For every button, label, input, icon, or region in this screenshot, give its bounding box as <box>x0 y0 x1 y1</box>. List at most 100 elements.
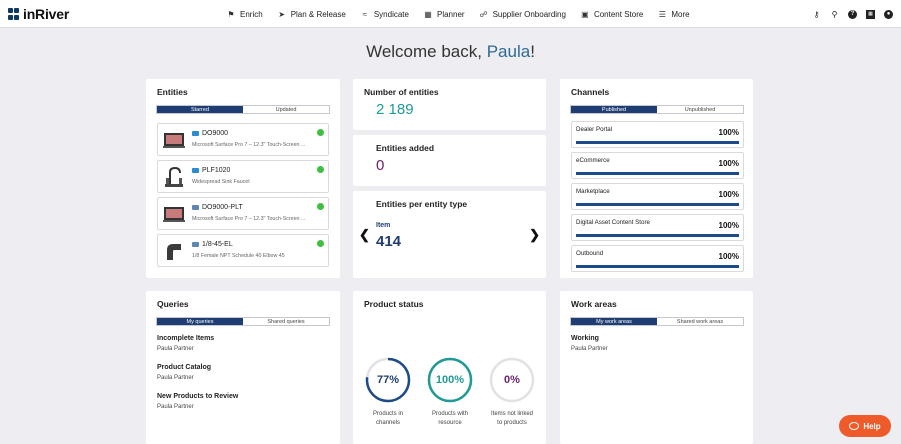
channel-progress-fill <box>576 265 739 268</box>
chat-bubble-icon <box>849 422 860 430</box>
channel-percent: 100% <box>718 252 739 261</box>
paper-plane-icon: ➤ <box>278 9 286 19</box>
card-title: Product status <box>364 299 424 309</box>
query-name[interactable]: Incomplete Items <box>157 335 215 342</box>
laptop-thumbnail <box>163 207 185 222</box>
tab-published[interactable]: Published <box>571 106 657 113</box>
channel-item[interactable]: Dealer Portal 100% <box>571 121 744 148</box>
card-title: Entities added <box>376 143 435 153</box>
channel-percent: 100% <box>718 221 739 230</box>
channels-tab-toggle: Published Unpublished <box>570 105 744 114</box>
ring-label-line2: resource <box>438 420 462 426</box>
status-dot <box>317 240 324 247</box>
entity-item[interactable]: DO9000-PLT Microsoft Surface Pro 7 – 12.… <box>157 197 329 230</box>
pipe-elbow-thumbnail <box>167 244 181 260</box>
nav-plan-release[interactable]: ➤ Plan & Release <box>277 10 346 19</box>
grid-icon[interactable]: ▦ <box>866 9 875 19</box>
channel-percent: 100% <box>718 159 739 168</box>
channel-progress-fill <box>576 203 739 206</box>
entity-id-text: DO9000-PLT <box>202 204 243 211</box>
entity-id: PLF1020 <box>192 167 230 174</box>
channel-progress-bar <box>576 203 739 206</box>
entity-description: Microsoft Surface Pro 7 – 12.3" Touch-Sc… <box>192 216 306 222</box>
help-circle-icon[interactable]: ? <box>848 9 857 19</box>
nav-syndicate[interactable]: ≈ Syndicate <box>360 10 409 19</box>
nav-label: More <box>671 9 690 19</box>
card-title: Number of entities <box>364 87 439 97</box>
ring-value: 100% <box>435 374 465 386</box>
logo[interactable]: inRiver <box>8 6 69 22</box>
work-areas-tab-toggle: My work areas Shared work areas <box>570 317 744 326</box>
nav-content-store[interactable]: ▣ Content Store <box>580 10 643 19</box>
bookmark-icon: ⚑ <box>227 9 235 19</box>
channel-progress-fill <box>576 172 739 175</box>
channel-name: Digital Asset Content Store <box>576 219 650 226</box>
entity-item[interactable]: DO9000 Microsoft Surface Pro 7 – 12.3" T… <box>157 123 329 156</box>
tab-my-work-areas[interactable]: My work areas <box>571 318 657 325</box>
handshake-icon: ☍ <box>479 9 488 19</box>
tab-shared-queries[interactable]: Shared queries <box>267 318 305 325</box>
ring-label-line1: Products in <box>372 411 403 417</box>
product-tag-icon <box>192 168 199 173</box>
tab-unpublished[interactable]: Unpublished <box>684 106 716 113</box>
nav-supplier-onboarding[interactable]: ☍ Supplier Onboarding <box>479 10 566 19</box>
welcome-suffix: ! <box>530 42 535 61</box>
calendar-icon: ▦ <box>424 9 432 19</box>
tab-updated[interactable]: Updated <box>275 106 297 113</box>
nav-more[interactable]: ☰ More <box>657 9 690 19</box>
nav-label: Content Store <box>593 9 644 19</box>
tab-shared-work-areas[interactable]: Shared work areas <box>676 318 724 325</box>
query-name[interactable]: Product Catalog <box>157 364 212 371</box>
work-area-owner: Paula Partner <box>571 346 608 352</box>
card-title: Queries <box>157 299 189 309</box>
channel-item[interactable]: Outbound 100% <box>571 245 744 272</box>
ring-label-line2: channels <box>375 420 401 426</box>
previous-arrow-icon[interactable]: ❮ <box>359 227 370 242</box>
entity-item[interactable]: 1/8-45-EL 1/8 Female NPT Schedule 40 Elb… <box>157 234 329 267</box>
welcome-prefix: Welcome back, <box>366 42 487 61</box>
channel-progress-fill <box>576 234 739 237</box>
nav-enrich[interactable]: ⚑ Enrich <box>226 9 262 19</box>
channel-item[interactable]: Marketplace 100% <box>571 183 744 210</box>
status-dot <box>317 166 324 173</box>
entities-added-card: Entities added 0 <box>353 135 546 186</box>
query-owner: Paula Partner <box>157 346 194 352</box>
work-area-name[interactable]: Working <box>571 335 599 342</box>
entity-id: DO9000 <box>192 130 228 137</box>
channel-name: eCommerce <box>576 157 610 164</box>
search-icon[interactable]: ⚲ <box>831 9 838 19</box>
entity-id-text: DO9000 <box>202 130 229 137</box>
user-icon[interactable]: ● <box>884 9 893 19</box>
query-owner: Paula Partner <box>157 375 194 381</box>
channel-progress-bar <box>576 172 739 175</box>
channel-item[interactable]: Digital Asset Content Store 100% <box>571 214 744 241</box>
items-not-linked-ring: 0% <box>489 357 535 403</box>
entities-per-type-card: Entities per entity type ❮ Item 414 ❯ <box>353 191 546 278</box>
query-owner: Paula Partner <box>157 404 194 410</box>
help-label: Help <box>863 421 881 431</box>
ring-value: 0% <box>504 374 520 386</box>
products-in-channels-ring: 77% <box>365 357 411 403</box>
help-button[interactable]: Help <box>839 415 891 437</box>
channel-item[interactable]: eCommerce 100% <box>571 152 744 179</box>
entity-description: Widespread Sink Faucet <box>192 179 250 185</box>
tab-my-queries[interactable]: My queries <box>157 318 243 325</box>
entity-item[interactable]: PLF1020 Widespread Sink Faucet <box>157 160 329 193</box>
tab-starred[interactable]: Starred <box>157 106 243 113</box>
query-name[interactable]: New Products to Review <box>157 393 239 400</box>
user-name: Paula <box>486 42 531 61</box>
entity-description: Microsoft Surface Pro 7 – 12.3" Touch-Sc… <box>192 142 306 148</box>
queries-card: Queries My queries Shared queries Incomp… <box>146 291 340 444</box>
entities-added-value: 0 <box>376 157 385 174</box>
ring-label: Products in channels <box>357 410 419 428</box>
entity-type-name: Item <box>376 222 391 229</box>
next-arrow-icon[interactable]: ❯ <box>529 227 540 242</box>
card-title: Entities per entity type <box>376 199 468 209</box>
card-title: Channels <box>571 87 610 97</box>
nav-planner[interactable]: ▦ Planner <box>423 9 464 19</box>
key-icon[interactable]: ⚷ <box>813 9 820 19</box>
queries-tab-toggle: My queries Shared queries <box>156 317 330 326</box>
entities-tab-toggle: Starred Updated <box>156 105 330 114</box>
entity-id: DO9000-PLT <box>192 204 243 211</box>
main-nav: ⚑ Enrich ➤ Plan & Release ≈ Syndicate ▦ Plan… <box>226 0 704 28</box>
